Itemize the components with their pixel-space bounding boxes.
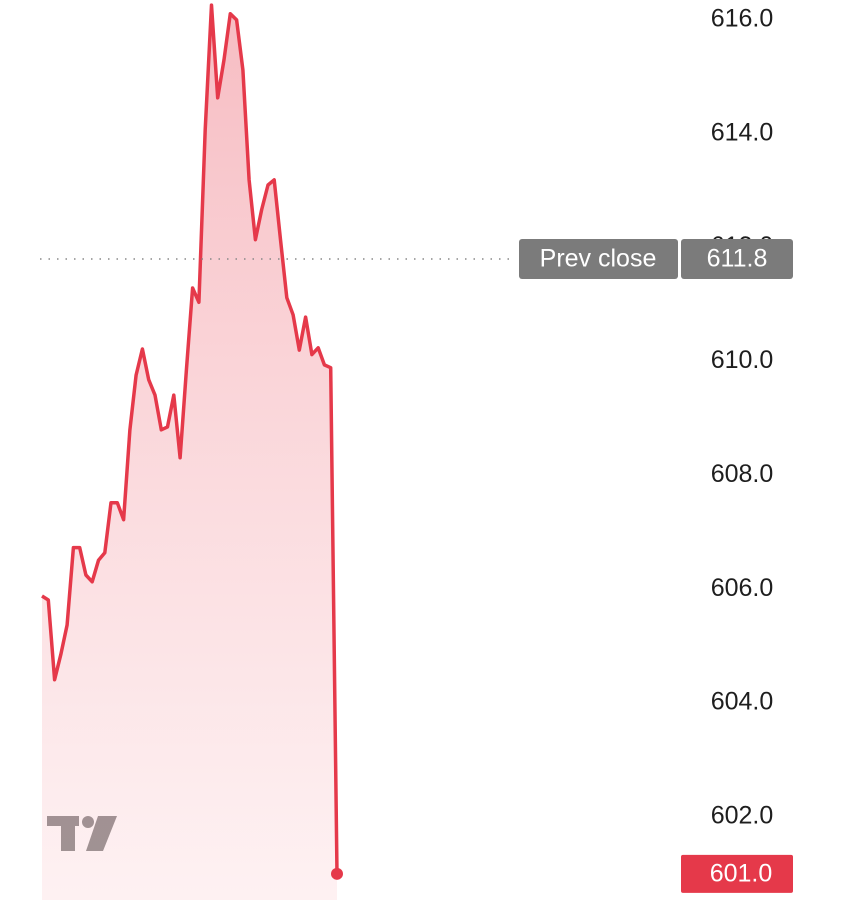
y-tick-label: 616.0	[711, 5, 774, 33]
prev-close-value-box	[681, 239, 793, 280]
y-tick-label: 602.0	[711, 801, 774, 829]
y-tick-label: 606.0	[711, 574, 774, 602]
y-tick-label: 604.0	[711, 688, 774, 716]
last-price-box	[681, 854, 793, 893]
area	[42, 5, 337, 900]
prev-close-box	[519, 239, 678, 280]
y-tick-label: 608.0	[711, 460, 774, 488]
price-line	[41, 3, 339, 874]
prev-close-value: 611.8	[707, 245, 768, 273]
last-point	[331, 867, 343, 880]
prev-close-label: Prev close	[540, 245, 657, 273]
last-price-label: 601.0	[710, 859, 773, 887]
y-tick-label: 610.0	[711, 346, 774, 374]
y-tick-label: 614.0	[711, 118, 774, 146]
